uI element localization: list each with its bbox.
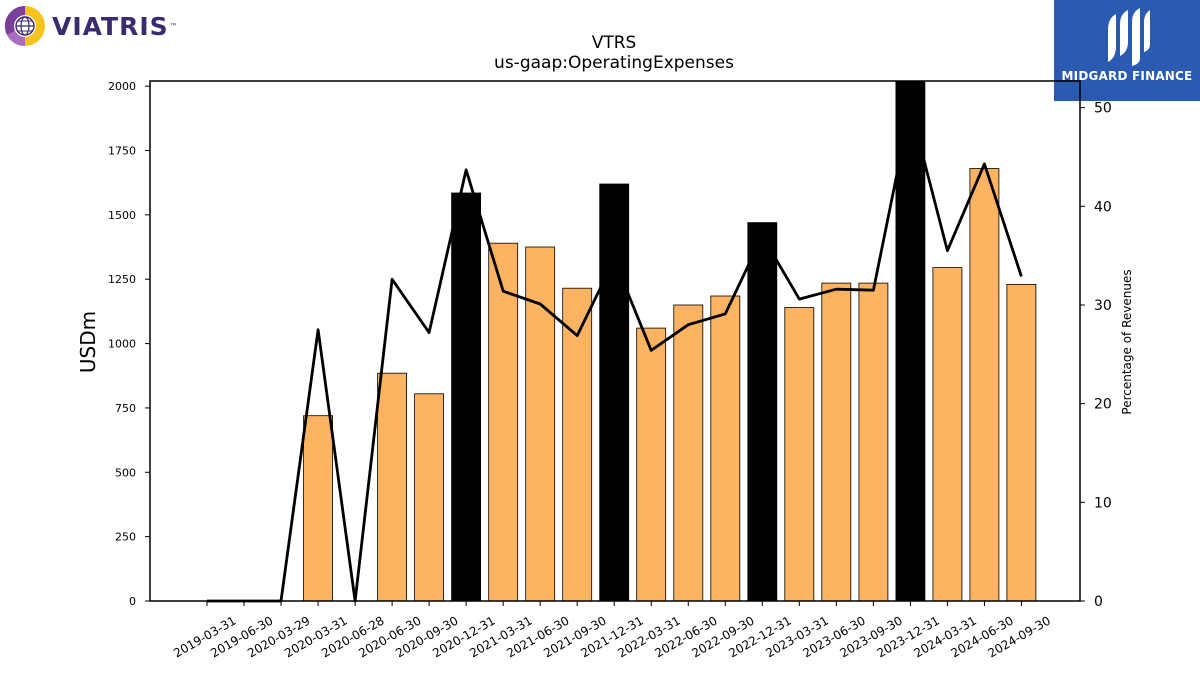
bar-2023-09-30 [858,282,889,602]
globe-icon [4,5,45,47]
bar-2022-12-31 [747,222,778,602]
y-tick-label: 1500 [108,209,136,222]
bar-2022-03-31 [636,327,667,602]
y2-tick-label: 40 [1094,199,1112,215]
midgard-finance-logo: MIDGARD FINANCE [1054,0,1200,101]
y2-tick-label: 30 [1094,298,1112,314]
viatris-logo: VIATRIS ™ [4,4,178,48]
y2-tick-label: 20 [1094,397,1112,413]
y2-axis-label: Percentage of Revenues [1120,269,1134,414]
bar-2020-09-30 [414,393,445,602]
y-tick-label: 1750 [108,145,136,158]
bar-2022-06-30 [673,304,704,602]
trademark-sign: ™ [169,21,178,31]
percentage-line [207,106,1023,603]
y-tick-label: 1250 [108,273,136,286]
bar-2020-06-30 [377,372,408,602]
chart-title: VTRS [592,33,637,53]
bar-2020-12-31 [451,192,482,602]
y-tick-label: 2000 [108,80,136,93]
chart-subtitle: us-gaap:OperatingExpenses [494,53,734,73]
midgard-wordmark: MIDGARD FINANCE [1061,69,1193,83]
bar-2024-09-30 [1006,283,1037,602]
bar-2021-12-31 [599,183,630,602]
bar-2020-03-31 [303,415,334,602]
y2-tick-label: 10 [1094,495,1112,511]
y-tick-label: 0 [129,595,136,608]
bar-2022-09-30 [710,295,741,602]
midgard-m-icon [1108,8,1150,66]
y-tick-label: 1000 [108,338,136,351]
axes [149,80,1081,602]
bar-2021-09-30 [562,287,593,602]
bar-series [303,80,1037,602]
viatris-wordmark: VIATRIS [52,11,169,41]
y2-tick-label: 50 [1094,101,1112,117]
y-tick-label: 750 [115,402,136,415]
bar-2023-06-30 [821,282,852,602]
bar-2024-06-30 [969,168,1000,602]
bar-2023-03-31 [784,307,815,602]
y-tick-label: 250 [115,531,136,544]
y-tick-label: 500 [115,466,136,479]
plot-frame [149,80,1081,602]
line-series [207,106,1023,603]
y2-tick-label: 0 [1094,594,1103,610]
bar-2024-03-31 [932,267,963,602]
y-axis-label: USDm [76,311,100,373]
bar-2021-03-31 [488,242,519,602]
